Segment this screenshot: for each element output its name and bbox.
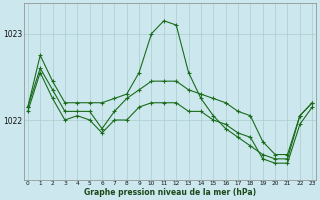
X-axis label: Graphe pression niveau de la mer (hPa): Graphe pression niveau de la mer (hPa) (84, 188, 256, 197)
